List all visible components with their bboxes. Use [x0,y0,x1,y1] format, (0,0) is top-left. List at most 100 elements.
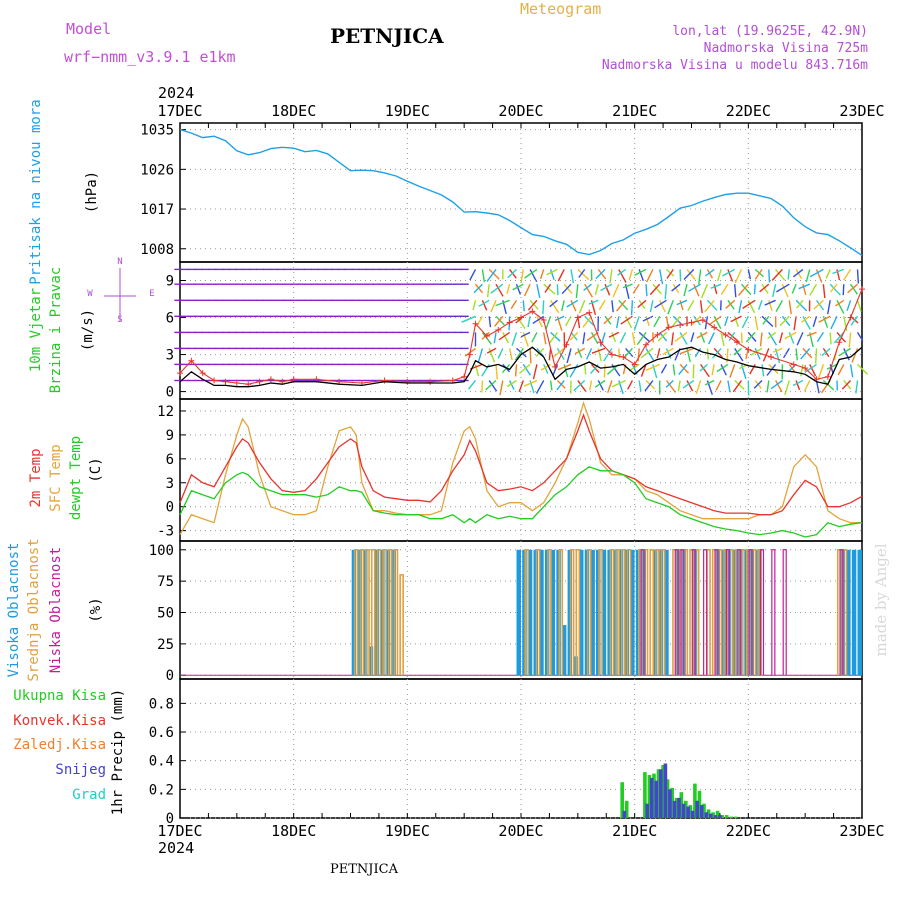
precip-bar-snow [677,797,681,818]
wind-barb [830,315,838,330]
wind-barb [586,331,599,342]
cloud-bar-low [714,549,719,676]
gust-marker [824,373,831,380]
cloud-bar-high [601,549,607,676]
wind-barb [624,315,633,329]
precip-bar-rain [684,800,688,818]
pressure-side-label: Pritisak na nivou mora [28,99,44,284]
wind-barb [550,331,561,342]
dewpt-line [179,466,863,538]
pressure-line [179,128,863,256]
cloud-bar-mid [706,548,711,676]
wind-barb [490,300,497,313]
wind-barb [539,269,545,280]
cloud-bar-mid [751,548,757,676]
wind-barb [693,283,700,297]
precip-legend-item: Konvek.Kisa [13,713,106,729]
cloud-bar-mid [615,548,620,676]
wind-barb [481,269,486,283]
sfc-temp-line [179,400,862,535]
wind-barb [686,380,694,392]
cloud-bar-mid [365,548,370,676]
precip-legend-item: Snijeg [55,762,106,778]
gust-marker [574,314,581,321]
wind-barb [802,315,811,330]
wind-barb [631,332,636,346]
time-label-top: 19DEC [385,102,430,120]
gust-marker [540,317,547,324]
cloud-bar-low [674,549,679,676]
ytick-label-precip: 0.6 [149,725,174,741]
wind-barb [611,332,617,342]
cloud-bar-mid [376,548,382,676]
ytick-label-cloud: 25 [157,637,174,653]
time-label-bottom: 21DEC [612,822,657,840]
wind-barb [822,379,835,391]
wind-barb [677,380,681,392]
wind-barb [574,347,586,355]
wind-barb [704,268,715,277]
gust-marker [466,351,473,358]
wind-barb [566,299,579,308]
wind-barb [761,364,765,377]
wind-barb [549,269,555,281]
wind-barb [679,269,682,282]
wind-barb [584,283,594,298]
wind-barb [692,364,695,379]
wind-barb [497,348,504,359]
compass-letter: E [149,289,154,299]
wind-barb [514,364,518,377]
wind-barb [540,363,551,371]
precip-bar-snow [686,806,690,818]
model-label: Model [66,20,112,38]
precip-bar-rain [624,800,629,818]
wind-barb [674,331,688,342]
cloud-bar-high [539,549,544,676]
wind-barb [532,315,545,324]
wind-barb [549,299,558,308]
gust-marker [472,320,479,327]
wind-barb [792,379,804,387]
gust-marker [802,365,809,372]
wind-barb [856,332,864,342]
wind-barb [816,332,824,342]
temp-side-label-3: dewpt Temp [68,436,84,520]
cloud-bar-mid [660,548,666,676]
gust-marker [404,378,411,385]
cloud-bar-high [561,625,567,676]
cloud-unit-label: (%) [88,597,104,622]
time-label-top: 18DEC [271,102,316,120]
wind-barb [666,268,674,279]
wind-barb [784,380,790,396]
wind-barb [683,268,695,280]
time-label-top: 22DEC [726,102,771,120]
wind-barb [833,331,845,344]
wind-barb [584,315,595,326]
wind-barb [665,380,677,393]
precip-bar-rain [702,803,706,818]
wind-barb [699,363,708,372]
wind-barb [507,268,517,279]
wind-barb [638,380,642,392]
wind-barb [597,268,607,280]
gust-marker [427,378,434,385]
wind-barb [818,315,831,323]
gust-marker [222,378,229,385]
wind-barb [486,268,497,282]
wind-barb [506,379,517,388]
cloud-bar-high [567,549,573,676]
wind-barb [704,379,715,386]
wind-barb [664,284,668,300]
wind-barb [724,316,729,327]
cloud-side-label-2: Srednja Oblacnost [26,538,42,681]
cloud-bar-mid [746,548,751,676]
precip-bar-rain [647,775,652,818]
gust-marker [631,361,638,368]
cloud-bar-mid [569,548,575,676]
precip-bar-rain [711,812,715,818]
wind-barb [556,348,565,360]
wind-barb [622,283,633,289]
wind-barb [552,364,559,376]
gust-marker [199,370,206,377]
gust-marker [790,361,797,368]
